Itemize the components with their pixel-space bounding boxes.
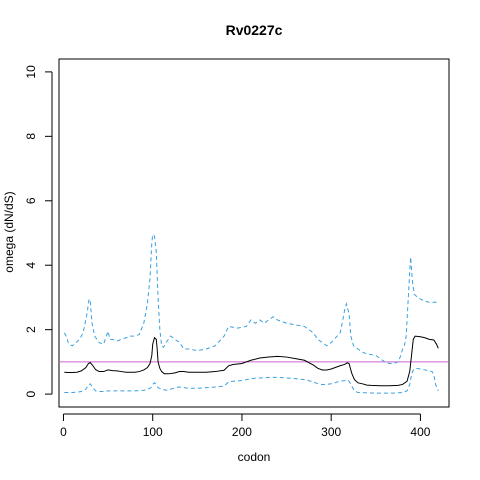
x-tick-label: 300 bbox=[321, 425, 341, 439]
x-tick-label: 0 bbox=[60, 425, 67, 439]
estimate-line bbox=[64, 335, 439, 387]
plot-frame bbox=[58, 58, 450, 408]
x-axis-label: codon bbox=[238, 450, 271, 464]
y-axis-label: omega (dN/dS) bbox=[2, 191, 16, 272]
x-tick-label: 200 bbox=[232, 425, 252, 439]
upper-bound-line bbox=[63, 233, 439, 364]
y-tick-label: 8 bbox=[24, 133, 38, 140]
y-tick-label: 10 bbox=[24, 65, 38, 79]
x-tick-label: 100 bbox=[143, 425, 163, 439]
plot-area: 0 100 200 300 400 0 2 4 6 8 10 bbox=[24, 58, 450, 439]
chart-title: Rv0227c bbox=[226, 22, 283, 38]
y-tick-label: 0 bbox=[24, 390, 38, 397]
lower-bound-line bbox=[64, 367, 439, 394]
x-tick-label: 400 bbox=[410, 425, 430, 439]
y-tick-label: 4 bbox=[24, 262, 38, 269]
y-tick-label: 2 bbox=[24, 326, 38, 333]
y-tick-label: 6 bbox=[24, 197, 38, 204]
